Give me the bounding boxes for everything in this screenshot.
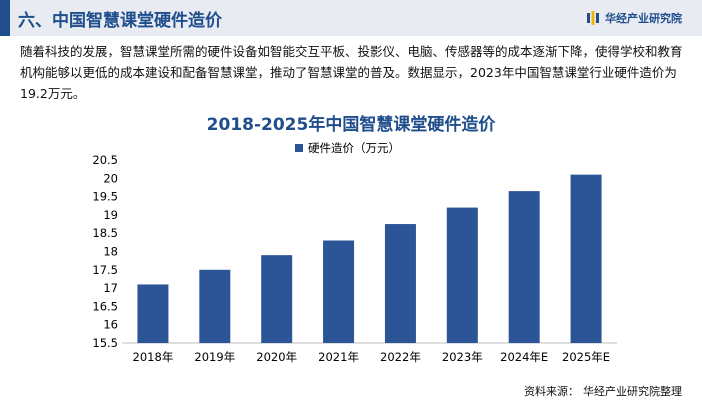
y-tick-label: 16 bbox=[103, 318, 118, 332]
y-tick-label: 16.5 bbox=[92, 299, 118, 313]
x-tick-label: 2019年 bbox=[194, 350, 235, 364]
chart-title: 2018-2025年中国智慧课堂硬件造价 bbox=[206, 115, 496, 135]
x-tick-label: 2023年 bbox=[442, 350, 483, 364]
section-title: 六、中国智慧课堂硬件造价 bbox=[18, 11, 222, 31]
legend-label: 硬件造价（万元） bbox=[308, 141, 400, 155]
y-tick-label: 17.5 bbox=[92, 263, 118, 277]
brand-logo-icon bbox=[587, 11, 599, 25]
brand: 华经产业研究院 bbox=[587, 10, 682, 26]
bar bbox=[137, 284, 169, 343]
source-label: 资料来源： bbox=[524, 385, 579, 398]
legend-swatch bbox=[295, 144, 303, 152]
y-tick-label: 19 bbox=[103, 208, 118, 222]
x-tick-label: 2021年 bbox=[318, 350, 359, 364]
bar bbox=[384, 224, 416, 343]
y-tick-label: 18 bbox=[103, 245, 118, 259]
section-header bbox=[0, 0, 702, 36]
bar bbox=[446, 207, 478, 343]
y-tick-label: 20 bbox=[103, 171, 118, 185]
bar bbox=[508, 191, 540, 343]
bar bbox=[261, 255, 293, 343]
bar bbox=[323, 240, 355, 343]
y-tick-label: 17 bbox=[103, 281, 118, 295]
x-tick-label: 2020年 bbox=[256, 350, 297, 364]
x-tick-label: 2022年 bbox=[380, 350, 421, 364]
y-tick-label: 20.5 bbox=[92, 153, 118, 167]
x-tick-label: 2025年E bbox=[562, 350, 610, 364]
bar bbox=[199, 269, 231, 343]
source-value: 华经产业研究院整理 bbox=[583, 385, 682, 398]
y-tick-label: 18.5 bbox=[92, 226, 118, 240]
y-tick-label: 19.5 bbox=[92, 190, 118, 204]
brand-name: 华经产业研究院 bbox=[605, 12, 682, 25]
x-tick-label: 2024年E bbox=[500, 350, 548, 364]
bar bbox=[570, 174, 602, 343]
header-accent-bar bbox=[0, 0, 10, 36]
y-tick-label: 15.5 bbox=[92, 336, 118, 350]
source-note: 资料来源： 华经产业研究院整理 bbox=[520, 383, 682, 399]
intro-paragraph: 随着科技的发展，智慧课堂所需的硬件设备如智能交互平板、投影仪、电脑、传感器等的成… bbox=[20, 44, 683, 101]
x-tick-label: 2018年 bbox=[133, 350, 174, 364]
